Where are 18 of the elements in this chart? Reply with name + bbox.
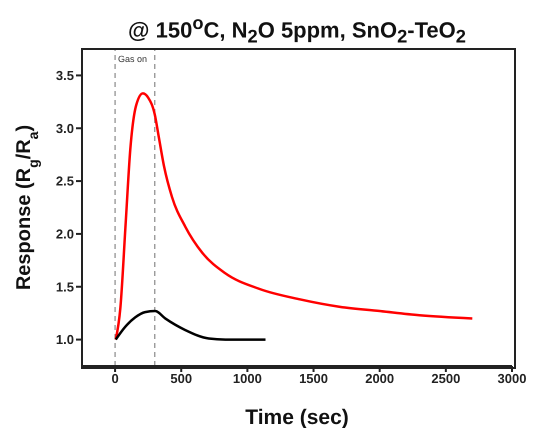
y-tick-label: 1.0 [56, 332, 74, 348]
chart-title: @ 150$^{o}$C, N$_{2}$O 5ppm, SnO$_{2}$-TeO$_{2}$ [127, 12, 467, 48]
x-tick-label: 1500 [299, 371, 328, 386]
y-tick-label: 2.0 [56, 226, 74, 242]
line-series [114, 310, 267, 341]
x-tick-label: 0 [111, 371, 119, 386]
x-tick-label: 2500 [431, 371, 460, 386]
x-axis-title: Time (sec) [245, 406, 349, 428]
x-tick-label: 3000 [498, 371, 526, 386]
y-tick-label: 2.5 [56, 174, 74, 189]
y-tick-label: 3.0 [56, 120, 74, 136]
x-tick-label: 2000 [365, 371, 394, 386]
y-tick-label: 1.5 [56, 279, 74, 294]
annotation: Gas on [118, 54, 148, 64]
x-tick-label: 1000 [232, 371, 262, 386]
line-series [114, 92, 474, 341]
x-tick-label: 500 [170, 371, 192, 386]
y-tick-label: 3.5 [56, 68, 74, 84]
